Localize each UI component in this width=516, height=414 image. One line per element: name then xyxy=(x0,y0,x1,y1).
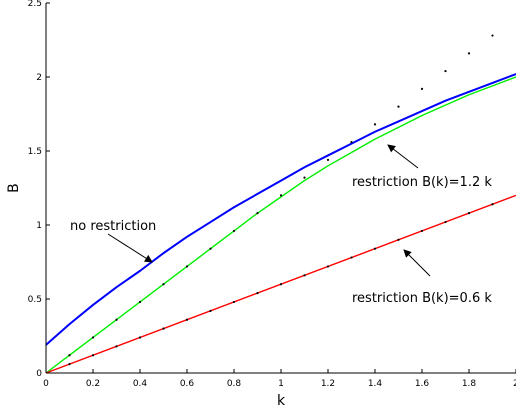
series-3-marker-5 xyxy=(185,265,189,268)
x-tick-label: 1 xyxy=(278,379,284,389)
annotation-restriction-1-2k: restriction B(k)=1.2 k xyxy=(352,175,492,190)
annotation-layer: no restriction restriction B(k)=1.2 k re… xyxy=(70,144,492,306)
x-tick-label: 0 xyxy=(43,379,49,389)
y-tick-label: 2 xyxy=(36,73,42,83)
series-4-marker-17 xyxy=(467,212,471,215)
y-tick-label: 1 xyxy=(36,221,42,231)
series-3-marker-13 xyxy=(373,123,377,126)
annotation-no-restriction: no restriction xyxy=(70,219,156,234)
series-3-marker-15 xyxy=(420,87,424,90)
y-axis-ticks: 0 0.5 1 1.5 2 2.5 xyxy=(28,0,50,379)
marker-layer xyxy=(68,34,494,366)
series-1-line xyxy=(45,76,516,374)
annotation-arrow-restriction-0-6k xyxy=(403,249,431,277)
series-4-marker-7 xyxy=(232,300,236,304)
annotation-arrow-restriction-1-2k xyxy=(387,144,419,169)
series-4-marker-0 xyxy=(68,363,71,366)
y-tick-label: 0.5 xyxy=(28,295,42,305)
x-tick-label: 1.2 xyxy=(321,379,335,389)
series-4-marker-15 xyxy=(420,229,424,233)
annotation-arrow-no-restriction xyxy=(107,233,153,263)
x-tick-label: 1.4 xyxy=(368,379,383,389)
series-4-marker-9 xyxy=(279,283,283,286)
series-3-marker-10 xyxy=(303,176,306,179)
series-4-marker-2 xyxy=(115,345,118,348)
series-3-marker-18 xyxy=(491,34,494,37)
series-0-line xyxy=(45,73,516,346)
series-4-marker-8 xyxy=(256,291,259,295)
annotation-restriction-0-6k: restriction B(k)=0.6 k xyxy=(352,291,492,306)
y-tick-label: 2.5 xyxy=(28,0,42,9)
series-3-marker-6 xyxy=(209,247,212,250)
x-axis-label: k xyxy=(277,393,286,409)
series-4-marker-13 xyxy=(373,247,377,250)
y-axis-label: B xyxy=(6,183,22,193)
series-3-marker-7 xyxy=(232,229,236,233)
x-tick-label: 1.8 xyxy=(462,379,477,389)
x-tick-label: 0.4 xyxy=(133,379,148,389)
x-tick-label: 0.2 xyxy=(86,379,100,389)
series-3-marker-9 xyxy=(279,194,283,197)
series-3-marker-2 xyxy=(115,318,118,321)
series-4-marker-18 xyxy=(491,203,494,206)
series-3-marker-1 xyxy=(91,336,95,339)
series-4-marker-14 xyxy=(397,238,400,241)
x-tick-label: 0.8 xyxy=(227,379,242,389)
series-4-marker-11 xyxy=(326,265,330,268)
series-4-marker-1 xyxy=(91,354,95,357)
y-tick-label: 1.5 xyxy=(28,147,42,157)
x-tick-label: 0.6 xyxy=(180,379,195,389)
series-3-marker-3 xyxy=(138,300,142,304)
series-3-marker-4 xyxy=(162,283,165,286)
series-4-marker-4 xyxy=(162,327,165,330)
series-3-marker-0 xyxy=(68,354,71,357)
series-4-marker-5 xyxy=(185,318,189,321)
series-4-marker-3 xyxy=(138,336,142,339)
x-tick-label: 1.6 xyxy=(415,379,430,389)
series-3-marker-17 xyxy=(467,52,471,55)
x-tick-label: 2 xyxy=(513,379,516,389)
y-tick-label: 0 xyxy=(36,369,42,379)
series-3-marker-16 xyxy=(444,69,447,73)
plot-background xyxy=(46,3,516,373)
series-4-marker-6 xyxy=(209,309,212,312)
series-4-marker-16 xyxy=(444,220,447,224)
series-3-marker-11 xyxy=(326,158,330,161)
series-3-marker-8 xyxy=(256,212,259,215)
series-3-marker-14 xyxy=(397,105,400,108)
series-3-marker-12 xyxy=(350,141,353,144)
series-4-marker-12 xyxy=(350,256,353,259)
x-axis-ticks: 0 0.2 0.4 0.6 0.8 1 1.2 1.4 1.6 1.8 2 xyxy=(43,369,516,389)
series-4-marker-10 xyxy=(303,274,306,277)
